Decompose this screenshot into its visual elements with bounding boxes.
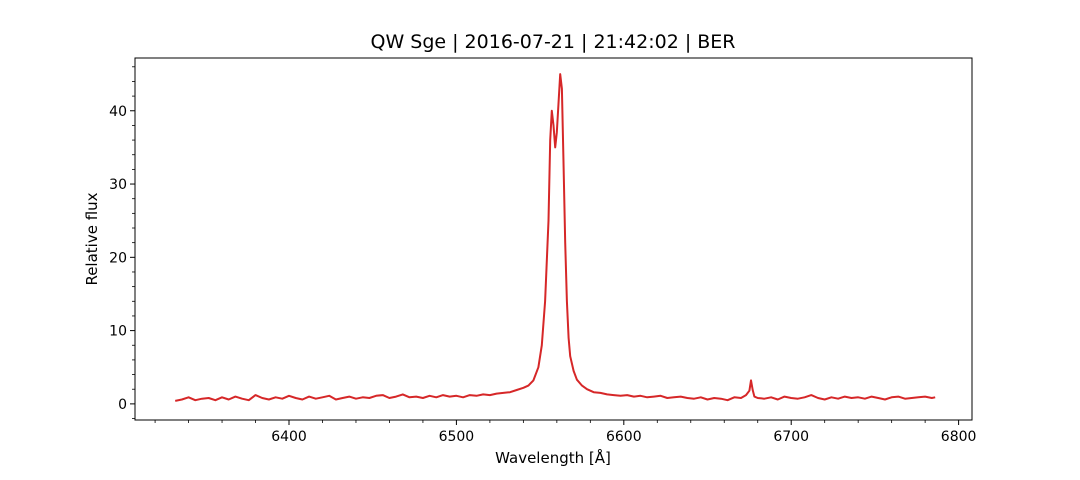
x-tick-label-6700: 6700 <box>773 429 809 445</box>
plot-area <box>174 73 936 402</box>
spectrum-line-0 <box>174 73 936 402</box>
x-tick-label-6600: 6600 <box>606 429 642 445</box>
y-axis-label: Relative flux <box>83 192 101 285</box>
plot-frame <box>134 57 973 421</box>
x-tick-label-6400: 6400 <box>271 429 307 445</box>
x-tick-label-6800: 6800 <box>941 429 977 445</box>
y-tick-label-30: 30 <box>109 177 127 193</box>
y-tick-label-20: 20 <box>109 250 127 266</box>
y-tick-label-0: 0 <box>118 397 127 413</box>
chart-title: QW Sge | 2016-07-21 | 21:42:02 | BER <box>370 31 735 53</box>
x-tick-label-6500: 6500 <box>439 429 475 445</box>
axis-ticks: 6400 6500 6600 6700 6800 0 10 20 30 40 <box>109 66 977 445</box>
x-axis-label: Wavelength [Å] <box>495 448 611 467</box>
y-tick-label-40: 40 <box>109 104 127 120</box>
y-tick-label-10: 10 <box>109 324 127 340</box>
